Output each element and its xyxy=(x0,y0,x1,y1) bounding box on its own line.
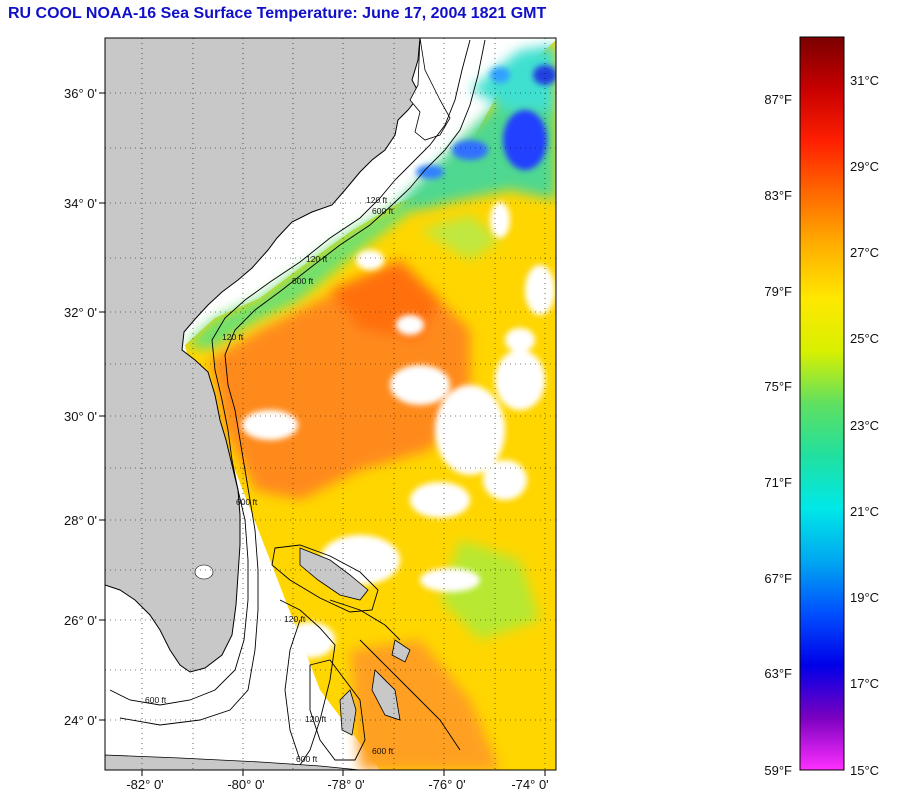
fahrenheit-label: 87°F xyxy=(764,92,792,107)
small-island xyxy=(391,639,411,663)
cold-patch xyxy=(416,165,444,179)
lat-label: 28° 0' xyxy=(64,513,97,528)
lat-label: 30° 0' xyxy=(64,409,97,424)
lat-label: 36° 0' xyxy=(64,86,97,101)
celsius-label: 17°C xyxy=(850,676,879,691)
lake-okeechobee xyxy=(194,564,214,580)
celsius-label: 15°C xyxy=(850,763,879,778)
cloud xyxy=(356,250,384,270)
gridlines xyxy=(105,38,556,770)
cloud xyxy=(490,202,510,238)
cool-shelf-water xyxy=(185,205,420,350)
lon-ticks xyxy=(141,770,546,776)
contour-label: 120 ft xyxy=(284,614,306,624)
lon-label: -76° 0' xyxy=(428,777,465,792)
celsius-label: 21°C xyxy=(850,504,879,519)
celsius-label: 27°C xyxy=(850,245,879,260)
celsius-label: 29°C xyxy=(850,159,879,174)
fahrenheit-label: 67°F xyxy=(764,571,792,586)
fahrenheit-label: 59°F xyxy=(764,763,792,778)
contour-label: 600 ft xyxy=(372,746,394,756)
contour-label: 600 ft xyxy=(292,276,314,286)
green-north-patch xyxy=(420,215,500,260)
lat-label: 34° 0' xyxy=(64,196,97,211)
fahrenheit-label: 71°F xyxy=(764,475,792,490)
celsius-label: 19°C xyxy=(850,590,879,605)
cloud xyxy=(390,365,450,405)
celsius-scale: 31°C 29°C 27°C 25°C 23°C 21°C 19°C 17°C … xyxy=(850,73,879,778)
contour-label: 120 ft xyxy=(222,332,244,342)
lat-ticks xyxy=(99,92,105,721)
exuma-island xyxy=(371,669,401,721)
contour-label: 600 ft xyxy=(296,754,318,764)
cold-patch xyxy=(452,140,488,160)
us-landmass xyxy=(105,38,421,673)
cloud xyxy=(435,385,505,475)
colorbar xyxy=(799,36,845,771)
cloud xyxy=(410,482,470,518)
cloud xyxy=(396,315,424,335)
cloud xyxy=(505,328,535,352)
lat-label: 26° 0' xyxy=(64,613,97,628)
lon-label: -74° 0' xyxy=(511,777,548,792)
contour-label: 120 ft xyxy=(305,714,327,724)
contour-label: 600 ft xyxy=(236,497,258,507)
cloud xyxy=(285,622,335,658)
green-mid-patch xyxy=(440,540,540,640)
contour-label: 600 ft xyxy=(372,206,394,216)
cloud xyxy=(420,568,480,592)
fahrenheit-scale: 87°F 83°F 79°F 75°F 71°F 67°F 63°F 59°F xyxy=(764,92,792,778)
pamlico-sound xyxy=(409,38,451,141)
cloud xyxy=(242,410,298,440)
contour-label: 600 ft xyxy=(145,695,167,705)
bathymetry-contours xyxy=(109,39,486,766)
lon-label: -82° 0' xyxy=(126,777,163,792)
fahrenheit-label: 83°F xyxy=(764,188,792,203)
contour-label: 120 ft xyxy=(306,254,328,264)
cold-patch xyxy=(490,67,510,83)
lat-label: 32° 0' xyxy=(64,305,97,320)
celsius-label: 31°C xyxy=(850,73,879,88)
cyan-north-water xyxy=(470,45,556,110)
lon-label: -80° 0' xyxy=(227,777,264,792)
cloud xyxy=(483,460,527,500)
celsius-label: 25°C xyxy=(850,331,879,346)
contour-label: 120 ft xyxy=(366,195,388,205)
cold-patch xyxy=(503,110,547,170)
cloud xyxy=(495,350,545,410)
celsius-label: 23°C xyxy=(850,418,879,433)
fahrenheit-label: 63°F xyxy=(764,666,792,681)
andros-island xyxy=(339,689,357,736)
lon-label: -78° 0' xyxy=(327,777,364,792)
fahrenheit-label: 75°F xyxy=(764,379,792,394)
cloud xyxy=(525,265,555,315)
cold-patch xyxy=(533,65,556,85)
chart-title: RU COOL NOAA-16 Sea Surface Temperature:… xyxy=(8,5,547,22)
cuba-land xyxy=(105,754,361,770)
map-frame xyxy=(104,37,557,771)
fahrenheit-label: 79°F xyxy=(764,284,792,299)
lat-label: 24° 0' xyxy=(64,713,97,728)
